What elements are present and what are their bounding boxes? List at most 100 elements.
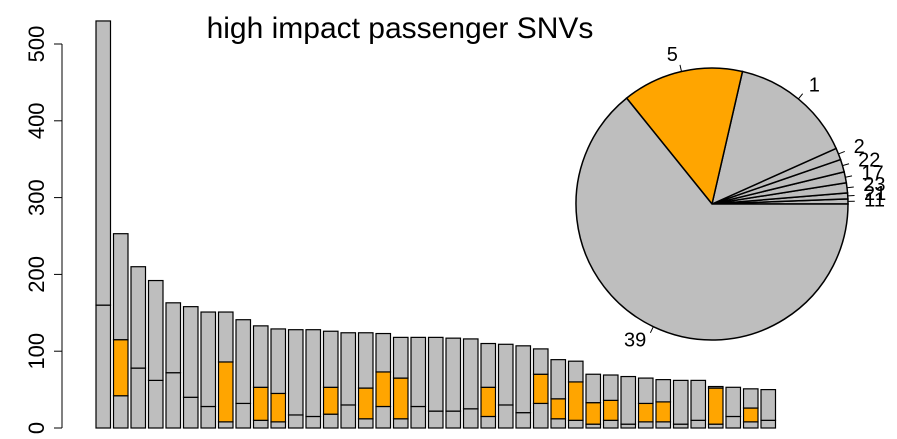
bar-segment: [252, 386, 269, 421]
bar-segment: [112, 339, 129, 397]
bar-segment: [357, 332, 374, 389]
bar-segment: [392, 418, 409, 429]
bar-segment: [165, 372, 182, 429]
bar-segment: [707, 387, 724, 425]
bar-segment: [217, 421, 234, 429]
bar-segment: [147, 279, 164, 381]
bar-segment: [270, 392, 287, 423]
bar-segment: [585, 402, 602, 425]
bar-segment: [375, 332, 392, 373]
y-tick-label: 400: [24, 102, 49, 139]
bar-segment: [480, 415, 497, 429]
pie-label-tick: [649, 326, 654, 334]
bar-segment: [445, 410, 462, 429]
pie-slice: [710, 70, 838, 206]
bar-segment: [602, 399, 619, 421]
bar-segment: [165, 302, 182, 374]
bar-segment: [462, 338, 479, 410]
bar-segment: [497, 404, 514, 429]
bar-segment: [760, 389, 777, 421]
bar-segment: [567, 381, 584, 421]
pie-label: 22: [858, 149, 880, 171]
bar-segment: [725, 386, 742, 418]
bar-segment: [742, 407, 759, 423]
bar-segment: [550, 418, 567, 429]
pie-label: 17: [861, 162, 883, 184]
pie-slice: [575, 97, 849, 341]
bar-segment: [95, 20, 112, 306]
pie-label: 1: [809, 75, 820, 97]
bar-segment: [322, 330, 339, 388]
bar-segment: [287, 414, 304, 429]
y-tick-label: 500: [24, 26, 49, 63]
bar-segment: [375, 405, 392, 429]
pie-label: 2: [854, 136, 865, 158]
bar-segment: [480, 386, 497, 418]
bar-segment: [462, 408, 479, 429]
bar-segment: [182, 306, 199, 398]
bar-segment: [585, 373, 602, 404]
bar-segment: [410, 405, 427, 429]
y-tick-label: 0: [24, 422, 49, 434]
bar-segment: [357, 418, 374, 429]
bar-segment: [550, 359, 567, 400]
bar-segment: [497, 343, 514, 406]
bar-segment: [287, 329, 304, 416]
bar-segment: [340, 332, 357, 406]
bar-segment: [567, 360, 584, 383]
bar-segment: [567, 419, 584, 429]
bar-segment: [690, 379, 707, 421]
bar-segment: [515, 345, 532, 414]
bar-segment: [655, 421, 672, 429]
pie-label-tick: [797, 93, 804, 100]
bar-segment: [217, 361, 234, 423]
bar-segment: [532, 373, 549, 405]
bar-segment: [130, 266, 147, 369]
pie-label-tick: [838, 150, 845, 155]
bar-segment: [427, 336, 444, 412]
bar-segment: [445, 337, 462, 412]
y-tick-label: 200: [24, 256, 49, 293]
bar-segment: [270, 328, 287, 395]
bar-segment: [725, 415, 742, 429]
bar-segment: [392, 336, 409, 379]
bar-segment: [742, 388, 759, 409]
y-tick-label: 300: [24, 179, 49, 216]
bar-segment: [252, 325, 269, 388]
pie-label: 5: [667, 44, 678, 66]
bar-segment: [322, 413, 339, 429]
bar-segment: [182, 396, 199, 429]
bar-segment: [147, 379, 164, 429]
bar-segment: [690, 419, 707, 429]
bar-segment: [95, 304, 112, 429]
chart-title: high impact passenger SNVs: [207, 12, 594, 45]
pie-label: 11: [864, 189, 885, 211]
bar-segment: [200, 405, 217, 429]
pie-label-tick: [845, 175, 853, 178]
bar-segment: [112, 395, 129, 429]
bar-segment: [550, 398, 567, 420]
bar-segment: [340, 404, 357, 429]
bar-segment: [532, 348, 549, 375]
pie-label-tick: [846, 186, 854, 189]
bar-segment: [637, 421, 654, 429]
bar-segment: [322, 386, 339, 415]
bar-segment: [742, 421, 759, 429]
pie-label: 21: [864, 183, 886, 205]
pie-label-tick: [679, 64, 682, 72]
bar-segment: [602, 419, 619, 429]
bar-segment: [305, 415, 322, 429]
bar-segment: [305, 329, 322, 418]
bar-segment: [620, 375, 637, 425]
bar-segment: [532, 402, 549, 429]
bar-segment: [672, 379, 689, 425]
bar-segment: [130, 367, 147, 429]
bar-segment: [637, 402, 654, 423]
bar-segment: [270, 421, 287, 429]
bar-segment: [427, 410, 444, 429]
bar-segment: [655, 379, 672, 403]
pie-label: 39: [624, 330, 646, 352]
bar-segment: [392, 377, 409, 420]
bar-segment: [480, 342, 497, 388]
bar-segment: [410, 336, 427, 408]
